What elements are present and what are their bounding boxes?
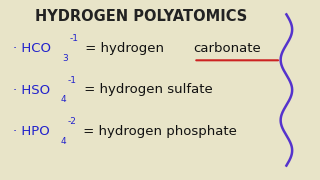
Text: · HCO: · HCO bbox=[13, 42, 51, 55]
Text: = hydrogen phosphate: = hydrogen phosphate bbox=[79, 125, 237, 138]
Text: = hydrogen: = hydrogen bbox=[81, 42, 168, 55]
Text: = hydrogen sulfate: = hydrogen sulfate bbox=[80, 84, 212, 96]
Text: -2: -2 bbox=[68, 117, 76, 126]
Text: · HSO: · HSO bbox=[13, 84, 50, 96]
Text: -1: -1 bbox=[69, 34, 78, 43]
Text: carbonate: carbonate bbox=[194, 42, 261, 55]
Text: -1: -1 bbox=[68, 76, 77, 85]
Text: 4: 4 bbox=[60, 137, 66, 146]
Text: HYDROGEN POLYATOMICS: HYDROGEN POLYATOMICS bbox=[35, 9, 247, 24]
Text: 3: 3 bbox=[62, 54, 68, 63]
Text: · HPO: · HPO bbox=[13, 125, 50, 138]
Text: 4: 4 bbox=[61, 95, 66, 104]
